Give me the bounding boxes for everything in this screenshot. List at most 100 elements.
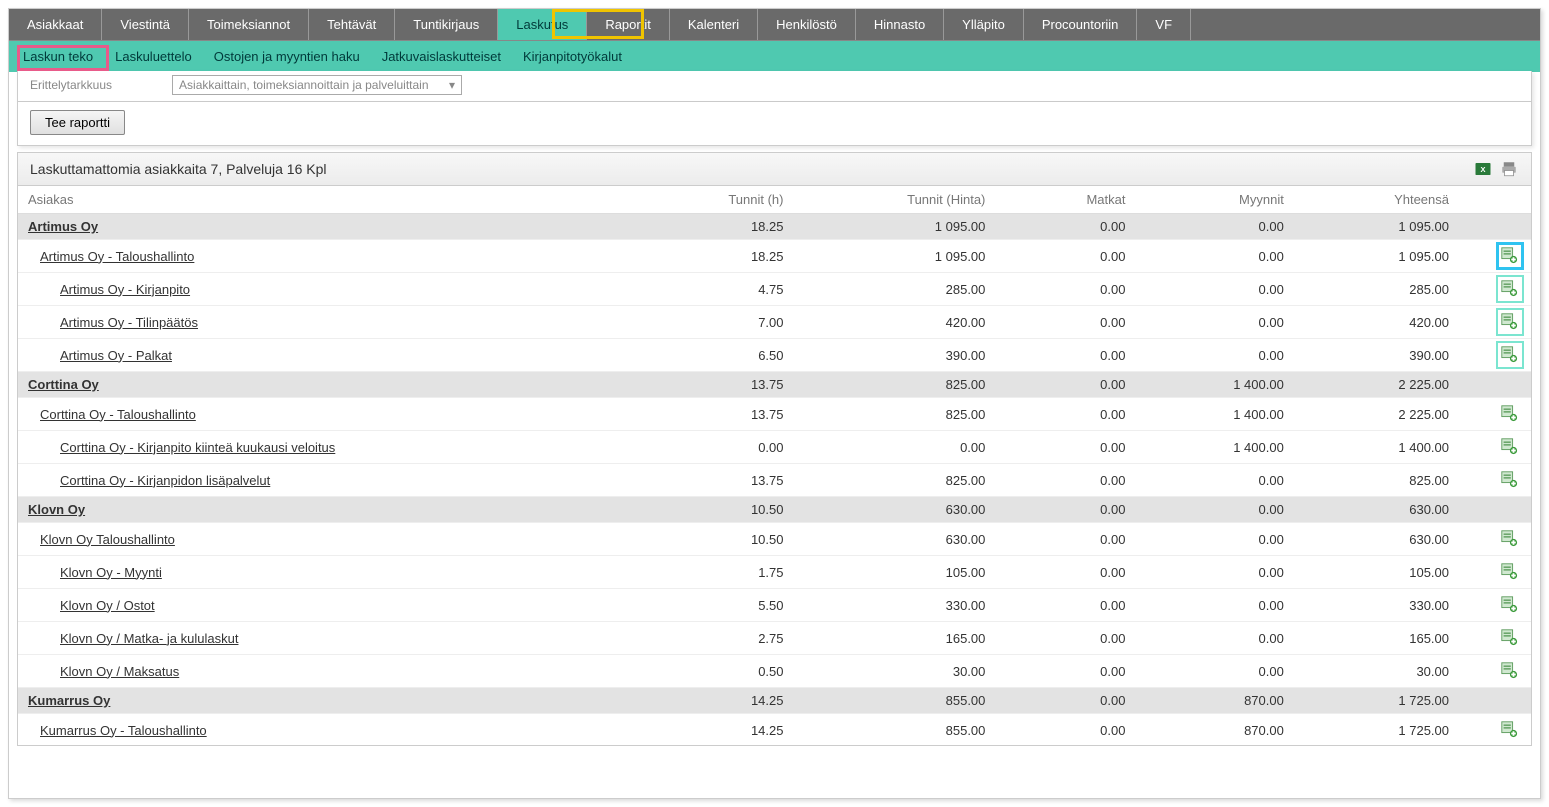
subnav-item-3[interactable]: Jatkuvaislaskutteiset — [378, 47, 505, 66]
create-invoice-icon[interactable] — [1499, 719, 1519, 739]
main-tab-kalenteri[interactable]: Kalenteri — [670, 9, 758, 40]
cell-sales: 0.00 — [1165, 556, 1323, 589]
subnav-item-2[interactable]: Ostojen ja myyntien haku — [210, 47, 364, 66]
cell-hours: 14.25 — [658, 688, 824, 714]
cell-sales: 0.00 — [1165, 240, 1323, 273]
customer-link[interactable]: Artimus Oy - Taloushallinto — [40, 249, 194, 264]
main-tab-toimeksiannot[interactable]: Toimeksiannot — [189, 9, 309, 40]
cell-hoursPrice: 630.00 — [824, 523, 1026, 556]
customer-link[interactable]: Artimus Oy - Tilinpäätös — [60, 315, 198, 330]
filter-select[interactable]: Asiakkaittain, toimeksiannoittain ja pal… — [172, 75, 462, 95]
customer-link[interactable]: Klovn Oy - Myynti — [60, 565, 162, 580]
customer-link[interactable]: Klovn Oy — [28, 502, 85, 517]
cell-hours: 18.25 — [658, 240, 824, 273]
main-tab-tuntikirjaus[interactable]: Tuntikirjaus — [395, 9, 498, 40]
customer-link[interactable]: Corttina Oy - Kirjanpidon lisäpalvelut — [60, 473, 270, 488]
cell-hoursPrice: 0.00 — [824, 431, 1026, 464]
main-nav: AsiakkaatViestintäToimeksiannotTehtävätT… — [9, 9, 1540, 41]
create-invoice-icon[interactable] — [1499, 403, 1519, 423]
table-row: Corttina Oy13.75825.000.001 400.002 225.… — [18, 372, 1531, 398]
cell-sales: 0.00 — [1165, 339, 1323, 372]
make-report-button[interactable]: Tee raportti — [30, 110, 125, 135]
customer-link[interactable]: Kumarrus Oy — [28, 693, 110, 708]
table-row: Corttina Oy - Taloushallinto13.75825.000… — [18, 398, 1531, 431]
customer-link[interactable]: Klovn Oy / Matka- ja kululaskut — [60, 631, 238, 646]
subnav-item-1[interactable]: Laskuluettelo — [111, 47, 196, 66]
cell-hoursPrice: 630.00 — [824, 497, 1026, 523]
subnav-item-0[interactable]: Laskun teko — [19, 47, 97, 66]
cell-sales: 0.00 — [1165, 589, 1323, 622]
cell-hours: 0.00 — [658, 431, 824, 464]
cell-sales: 0.00 — [1165, 622, 1323, 655]
create-invoice-icon[interactable] — [1499, 660, 1519, 680]
cell-hours: 5.50 — [658, 589, 824, 622]
main-tab-hinnasto[interactable]: Hinnasto — [856, 9, 944, 40]
create-invoice-icon[interactable] — [1499, 311, 1519, 331]
cell-sales: 0.00 — [1165, 214, 1323, 240]
create-invoice-icon[interactable] — [1499, 344, 1519, 364]
main-tab-raportit[interactable]: Raportit — [587, 9, 670, 40]
create-invoice-icon[interactable] — [1499, 245, 1519, 265]
main-tab-ylläpito[interactable]: Ylläpito — [944, 9, 1024, 40]
create-invoice-icon[interactable] — [1499, 561, 1519, 581]
cell-total: 420.00 — [1324, 306, 1489, 339]
cell-trips: 0.00 — [1025, 688, 1165, 714]
cell-hoursPrice: 1 095.00 — [824, 240, 1026, 273]
customer-link[interactable]: Corttina Oy — [28, 377, 99, 392]
printer-icon[interactable] — [1499, 159, 1519, 179]
cell-sales: 1 400.00 — [1165, 372, 1323, 398]
customer-link[interactable]: Klovn Oy / Ostot — [60, 598, 155, 613]
cell-total: 1 400.00 — [1324, 431, 1489, 464]
create-invoice-icon[interactable] — [1499, 469, 1519, 489]
cell-hoursPrice: 165.00 — [824, 622, 1026, 655]
customer-link[interactable]: Klovn Oy Taloushallinto — [40, 532, 175, 547]
cell-hours: 10.50 — [658, 497, 824, 523]
table-row: Klovn Oy10.50630.000.000.00630.00 — [18, 497, 1531, 523]
create-invoice-icon[interactable] — [1499, 528, 1519, 548]
subnav-item-4[interactable]: Kirjanpitotyökalut — [519, 47, 626, 66]
main-tab-vf[interactable]: VF — [1137, 9, 1191, 40]
cell-sales: 0.00 — [1165, 497, 1323, 523]
cell-total: 1 095.00 — [1324, 214, 1489, 240]
cell-hoursPrice: 420.00 — [824, 306, 1026, 339]
table-body: Artimus Oy18.251 095.000.000.001 095.00A… — [18, 214, 1531, 747]
cell-hours: 1.75 — [658, 556, 824, 589]
customer-link[interactable]: Corttina Oy - Taloushallinto — [40, 407, 196, 422]
main-tab-henkilöstö[interactable]: Henkilöstö — [758, 9, 856, 40]
cell-total: 2 225.00 — [1324, 398, 1489, 431]
main-tab-procountoriin[interactable]: Procountoriin — [1024, 9, 1138, 40]
cell-hours: 14.25 — [658, 714, 824, 747]
customer-link[interactable]: Corttina Oy - Kirjanpito kiinteä kuukaus… — [60, 440, 335, 455]
main-tab-tehtävät[interactable]: Tehtävät — [309, 9, 395, 40]
cell-trips: 0.00 — [1025, 339, 1165, 372]
customer-link[interactable]: Kumarrus Oy - Taloushallinto — [40, 723, 207, 738]
table-row: Klovn Oy Taloushallinto10.50630.000.000.… — [18, 523, 1531, 556]
customer-link[interactable]: Artimus Oy - Palkat — [60, 348, 172, 363]
excel-export-icon[interactable]: X — [1473, 159, 1493, 179]
cell-hoursPrice: 825.00 — [824, 372, 1026, 398]
cell-hours: 6.50 — [658, 339, 824, 372]
cell-hours: 4.75 — [658, 273, 824, 306]
customer-link[interactable]: Artimus Oy - Kirjanpito — [60, 282, 190, 297]
create-invoice-icon[interactable] — [1499, 594, 1519, 614]
cell-trips: 0.00 — [1025, 556, 1165, 589]
cell-total: 1 725.00 — [1324, 714, 1489, 747]
cell-sales: 0.00 — [1165, 464, 1323, 497]
cell-hours: 10.50 — [658, 523, 824, 556]
cell-total: 1 095.00 — [1324, 240, 1489, 273]
report-button-row: Tee raportti — [17, 102, 1532, 146]
main-tab-laskutus[interactable]: Laskutus — [498, 9, 587, 40]
create-invoice-icon[interactable] — [1499, 627, 1519, 647]
create-invoice-icon[interactable] — [1499, 436, 1519, 456]
main-tab-asiakkaat[interactable]: Asiakkaat — [9, 9, 102, 40]
customer-link[interactable]: Artimus Oy — [28, 219, 98, 234]
table-header-row: AsiakasTunnit (h)Tunnit (Hinta)MatkatMyy… — [18, 186, 1531, 214]
create-invoice-icon[interactable] — [1499, 278, 1519, 298]
svg-text:X: X — [1480, 165, 1485, 174]
cell-trips: 0.00 — [1025, 273, 1165, 306]
cell-hours: 13.75 — [658, 398, 824, 431]
cell-hoursPrice: 855.00 — [824, 688, 1026, 714]
main-tab-viestintä[interactable]: Viestintä — [102, 9, 189, 40]
summary-bar: Laskuttamattomia asiakkaita 7, Palveluja… — [17, 152, 1532, 186]
customer-link[interactable]: Klovn Oy / Maksatus — [60, 664, 179, 679]
